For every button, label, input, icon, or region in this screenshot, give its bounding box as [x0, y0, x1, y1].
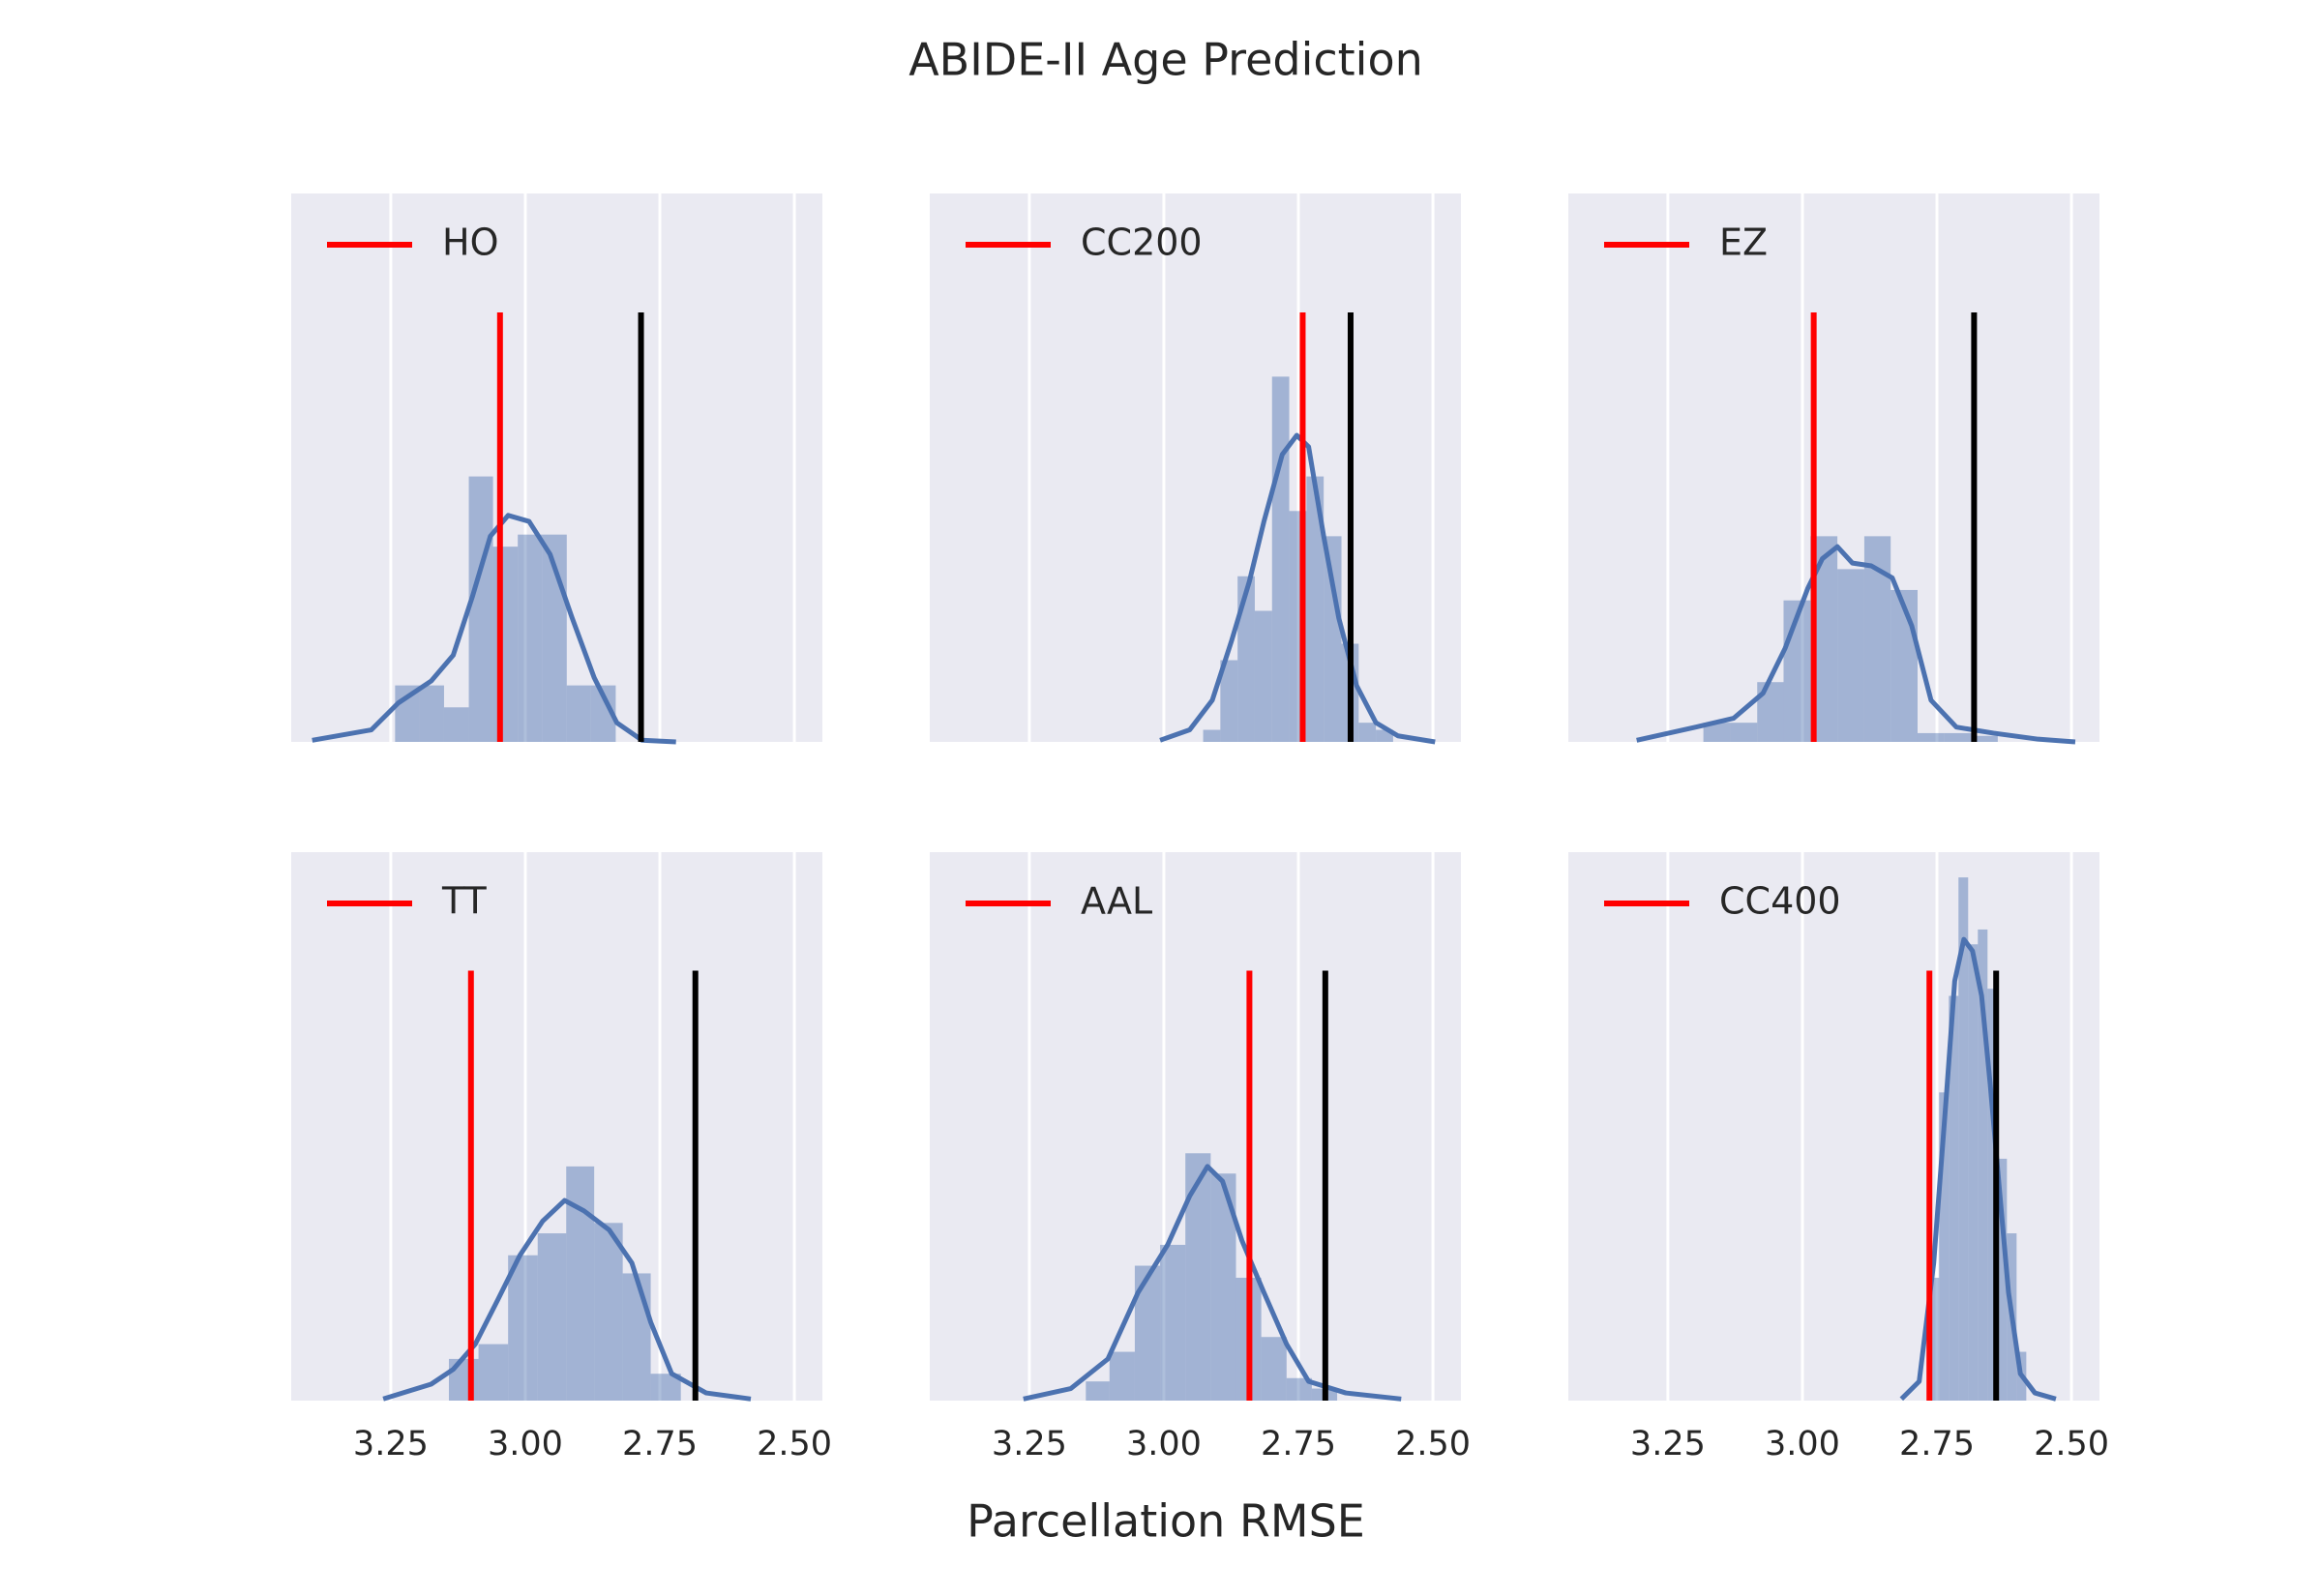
histogram-bar — [1261, 1337, 1287, 1401]
histogram-bar — [1929, 1277, 1940, 1401]
legend-label: CC400 — [1719, 880, 1841, 923]
x-tick-label: 3.00 — [1765, 1425, 1840, 1463]
histogram-bar — [1939, 1092, 1950, 1401]
histogram-bar — [1987, 989, 1998, 1401]
plot-background — [1568, 193, 2099, 742]
legend-label: EZ — [1719, 222, 1768, 264]
histogram-bar — [1306, 476, 1325, 742]
histogram-bar — [594, 1223, 623, 1401]
histogram-bar — [448, 1358, 479, 1401]
x-tick-label: 2.50 — [2034, 1425, 2109, 1463]
plot-background — [930, 193, 1461, 742]
histogram-bar — [508, 1255, 538, 1401]
histogram-bar — [468, 476, 493, 742]
legend-label: AAL — [1081, 880, 1152, 923]
histogram-bar — [566, 685, 591, 742]
histogram-bar — [1958, 877, 1969, 1401]
kde-line — [382, 1197, 752, 1402]
kde-line — [1899, 936, 2057, 1402]
kde-line — [1636, 544, 2076, 745]
histogram-bar — [1254, 610, 1272, 742]
histogram-bar — [1757, 682, 1784, 742]
histogram-bar — [1917, 732, 1945, 742]
x-tick-label: 2.50 — [757, 1425, 832, 1463]
x-tick-label: 3.00 — [488, 1425, 563, 1463]
histogram-bar — [1997, 1158, 2008, 1401]
histogram-bar — [1703, 723, 1731, 742]
legend-label: HO — [442, 222, 498, 264]
histogram-bar — [1086, 1381, 1110, 1401]
kde-line — [1159, 432, 1436, 745]
histogram-bar — [1220, 660, 1238, 742]
histogram-bar — [1944, 732, 1972, 742]
histogram-bar — [1949, 995, 1959, 1401]
histogram-bar — [443, 707, 469, 742]
histogram-bar — [478, 1344, 509, 1401]
x-tick-label: 2.75 — [1261, 1425, 1336, 1463]
histogram-bar — [1978, 929, 1988, 1401]
histogram-bar — [1890, 589, 1918, 742]
x-axis-label: Parcellation RMSE — [967, 1495, 1365, 1548]
kde-line — [312, 513, 676, 745]
histogram-bar — [622, 1273, 651, 1401]
histogram-bar — [1203, 729, 1221, 742]
kde-line — [1023, 1164, 1402, 1402]
x-tick-label: 2.75 — [1899, 1425, 1975, 1463]
histogram-bar — [492, 547, 519, 742]
histogram-bar — [537, 1233, 567, 1401]
histogram-bar — [1134, 1265, 1161, 1401]
histogram-bar — [1971, 735, 1998, 742]
plot-background — [930, 852, 1461, 1401]
x-tick-label: 3.00 — [1126, 1425, 1202, 1463]
histogram-bar — [1968, 944, 1979, 1401]
histogram-bar — [1837, 569, 1864, 742]
histogram-bar — [1324, 536, 1342, 742]
x-tick-label: 2.75 — [622, 1425, 698, 1463]
histogram-bar — [419, 685, 444, 742]
histogram-bar — [1286, 1377, 1312, 1401]
x-tick-label: 2.50 — [1395, 1425, 1471, 1463]
histogram-bar — [1237, 576, 1255, 742]
x-tick-label: 3.25 — [353, 1425, 429, 1463]
histogram-bar — [1160, 1244, 1186, 1401]
figure-title: ABIDE-II Age Prediction — [908, 34, 1423, 86]
histogram-bar — [1185, 1153, 1211, 1401]
histogram-bar — [1358, 723, 1377, 742]
x-tick-label: 3.25 — [992, 1425, 1067, 1463]
histogram-bar — [1271, 376, 1290, 742]
histogram-bar — [518, 534, 543, 742]
plot-background — [1568, 852, 2099, 1401]
plot-background — [291, 852, 822, 1401]
legend-label: TT — [441, 880, 488, 923]
plot-background — [291, 193, 822, 742]
x-tick-label: 3.25 — [1630, 1425, 1706, 1463]
histogram-bar — [1109, 1351, 1135, 1401]
legend-label: CC200 — [1081, 222, 1203, 264]
histogram-bar — [1730, 723, 1758, 742]
histogram-bar — [1783, 600, 1811, 742]
